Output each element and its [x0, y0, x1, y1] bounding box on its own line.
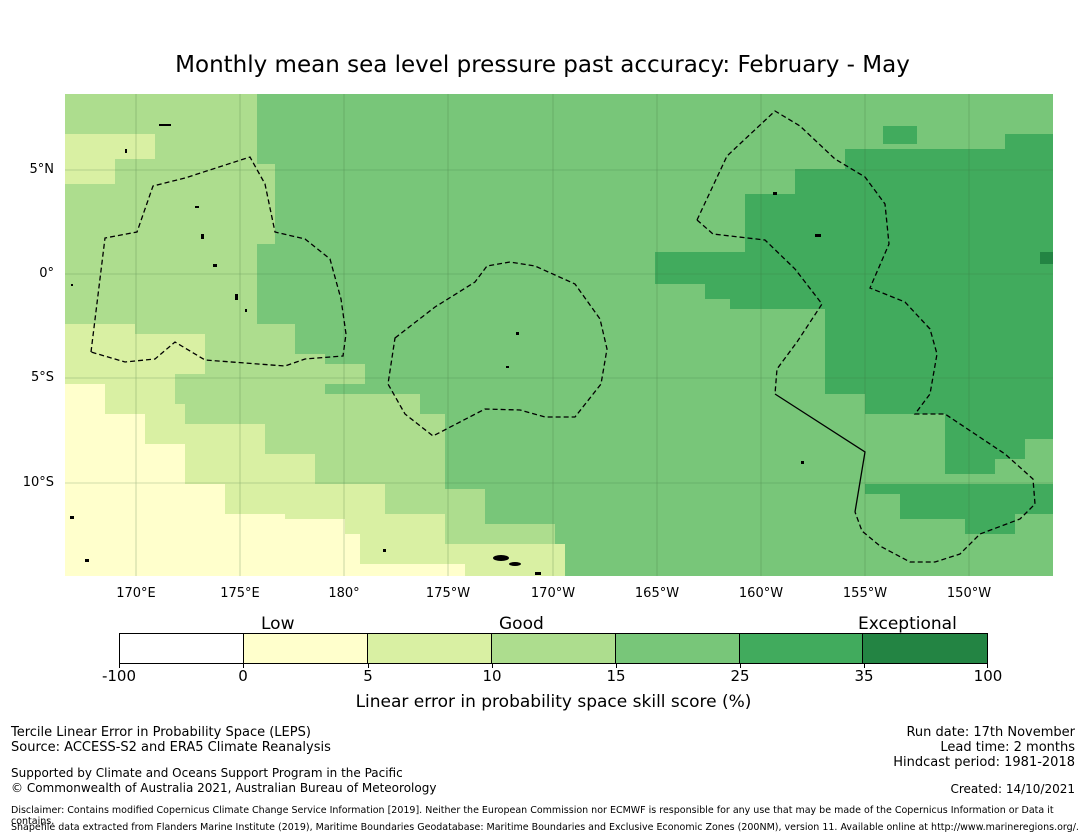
tickmark: [243, 664, 244, 668]
footer-copyright: © Commonwealth of Australia 2021, Austra…: [11, 781, 437, 795]
map-title: Monthly mean sea level pressure past acc…: [175, 52, 910, 78]
tick-label: 15: [606, 667, 626, 685]
footer-source: Source: ACCESS-S2 and ERA5 Climate Reana…: [11, 740, 331, 755]
colorbar-segment-6: [863, 634, 988, 663]
disclaimer: Disclaimer: Contains modified Copernicus…: [11, 805, 1054, 827]
field-very-good: [655, 134, 1053, 474]
colorbar-segment-2: [368, 634, 493, 663]
footer-support: Supported by Climate and Oceans Support …: [11, 766, 403, 780]
category-exceptional: Exceptional: [858, 614, 957, 634]
category-good: Good: [499, 614, 544, 634]
shapefile-credit: Shapefile data extracted from Flanders M…: [11, 822, 1079, 833]
lon-label-170w: 170°W: [530, 586, 576, 601]
tick-label: 35: [854, 667, 874, 685]
colorbar-segment-4: [615, 634, 740, 663]
colorbar-segment-3: [492, 634, 616, 663]
tick-label: 0: [238, 667, 248, 685]
field-fair: [65, 134, 565, 576]
field-low: [65, 384, 465, 576]
tick-label: -100: [101, 667, 137, 685]
tick-label: 25: [730, 667, 750, 685]
lead-time: Lead time: 2 months: [940, 740, 1075, 755]
tick-label: 10: [482, 667, 502, 685]
colorbar-segment-1: [243, 634, 369, 663]
tickmark: [740, 664, 741, 668]
islands: [70, 124, 821, 575]
lon-label-175e: 175°E: [220, 586, 260, 601]
run-date: Run date: 17th November: [906, 725, 1075, 740]
footer-leps: Tercile Linear Error in Probability Spac…: [11, 725, 311, 740]
hindcast-period: Hindcast period: 1981-2018: [893, 755, 1075, 770]
eez-east-north: [696, 110, 1036, 563]
lat-label-5n: 5°N: [29, 162, 55, 177]
tickmark: [616, 664, 617, 668]
lat-label-5s: 5°S: [30, 370, 54, 385]
skill-map-graphic: [65, 94, 1053, 576]
field-good-2: [325, 364, 365, 384]
field-very-good-3: [883, 126, 917, 144]
lat-label-0: 0°: [39, 266, 54, 281]
lon-label-180: 180°: [328, 586, 360, 601]
category-low: Low: [261, 614, 295, 634]
tickmark: [119, 664, 120, 668]
eez-boundaries: [90, 110, 1036, 563]
tick-label: 100: [973, 667, 1003, 685]
tickmark: [492, 664, 493, 668]
lon-label-160w: 160°W: [738, 586, 784, 601]
lon-label-155w: 155°W: [842, 586, 888, 601]
colorbar-label: Linear error in probability space skill …: [355, 692, 752, 712]
lat-label-10s: 10°S: [22, 475, 54, 490]
solid-boundary: [774, 393, 866, 513]
skill-map: [65, 94, 1053, 576]
lon-label-175w: 175°W: [425, 586, 471, 601]
lon-label-170e: 170°E: [116, 586, 156, 601]
eez-west: [90, 156, 347, 367]
colorbar-segment-5: [739, 634, 864, 663]
eez-east-south: [696, 219, 823, 395]
tickmark: [864, 664, 865, 668]
created-date: Created: 14/10/2021: [950, 782, 1075, 796]
eez-center: [387, 261, 608, 437]
field-exceptional: [1040, 252, 1053, 264]
field-very-good-2: [865, 484, 1053, 534]
colorbar-segment-0: [120, 634, 244, 663]
lon-label-150w: 150°W: [946, 586, 992, 601]
tickmark: [987, 664, 988, 668]
graticule: [65, 94, 1053, 576]
tickmark: [368, 664, 369, 668]
tick-label: 5: [363, 667, 373, 685]
colorbar: [119, 633, 988, 664]
lon-label-165w: 165°W: [634, 586, 680, 601]
